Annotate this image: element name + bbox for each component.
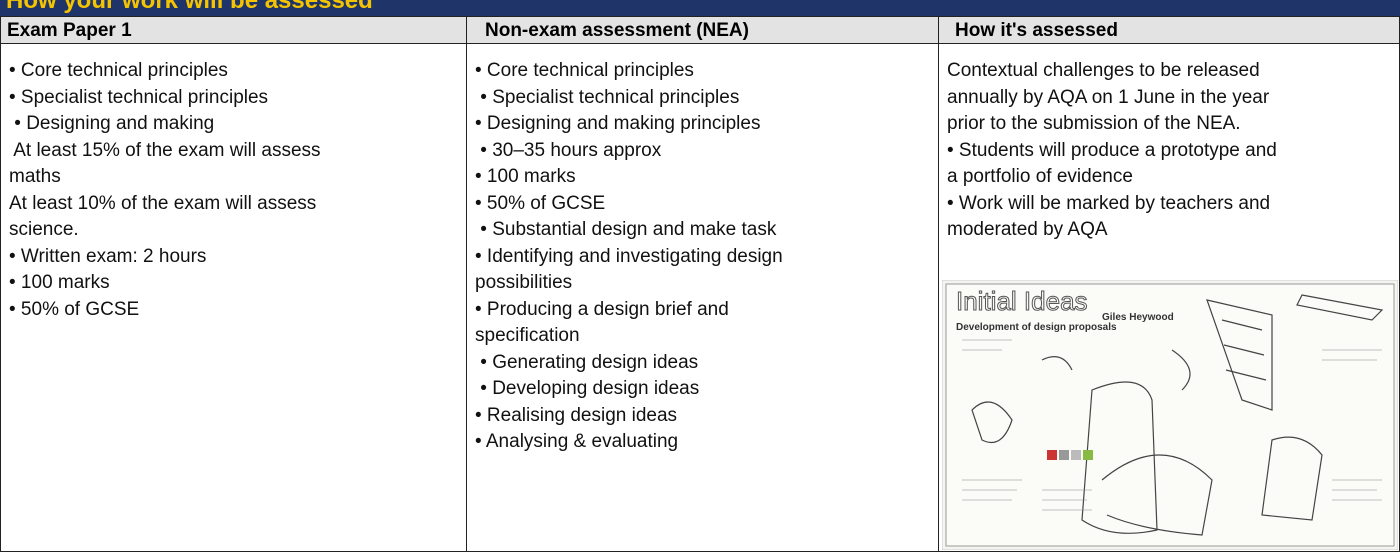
cell-line: • Core technical principles: [475, 60, 694, 81]
cell-line: moderated by AQA: [947, 219, 1108, 240]
banner: How your work will be assessed: [0, 0, 1400, 16]
cell-line: • Work will be marked by teachers and: [947, 192, 1271, 214]
cell-line: • 50% of GCSE: [475, 192, 606, 214]
cell-line: • Designing and making principles: [475, 113, 761, 134]
table-cell: Contextual challenges to be released annu…: [938, 44, 1400, 552]
cell-line: • Producing a design brief and: [475, 298, 729, 320]
cell-line: At least 10% of the exam will assess: [9, 192, 317, 214]
cell-line: • Realising design ideas: [475, 404, 678, 426]
cell-line: specification: [475, 325, 580, 346]
cell-line: • Written exam: 2 hours: [9, 245, 207, 267]
cell-line: prior to the submission of the NEA.: [947, 113, 1241, 134]
sketch-title: Initial Ideas: [956, 286, 1088, 316]
table-cell: • Core technical principles • Specialist…: [466, 44, 939, 552]
cell-line: • 100 marks: [475, 166, 576, 187]
table-cell: • Core technical principles • Specialist …: [0, 44, 467, 552]
cell-line: • Developing design ideas: [475, 378, 700, 399]
column-header: Non-exam assessment (NEA): [466, 16, 939, 44]
design-sketch-image: Initial Ideas Development of design prop…: [942, 280, 1398, 550]
cell-line: • Students will produce a prototype and: [947, 139, 1277, 161]
cell-line: • Designing and making: [9, 113, 215, 134]
cell-line: • Specialist technical principles: [9, 86, 269, 108]
cell-line: • 50% of GCSE: [9, 298, 140, 320]
cell-line: maths: [9, 166, 61, 187]
cell-line: At least 15% of the exam will assess: [9, 139, 321, 161]
sketch-subtitle: Development of design proposals: [956, 322, 1117, 333]
sketch-author: Giles Heywood: [1102, 312, 1174, 323]
cell-line: • 100 marks: [9, 272, 110, 293]
cell-line: possibilities: [475, 272, 573, 293]
cell-line: • Substantial design and make task: [475, 219, 777, 240]
column-header: How it's assessed: [938, 16, 1400, 44]
cell-line: • 30–35 hours approx: [475, 139, 662, 161]
column-header: Exam Paper 1: [0, 16, 467, 44]
cell-line: • Specialist technical principles: [475, 86, 740, 108]
cell-line: science.: [9, 219, 79, 240]
banner-title: How your work will be assessed: [6, 0, 373, 14]
cell-line: Contextual challenges to be released: [947, 60, 1260, 81]
cell-line: a portfolio of evidence: [947, 166, 1133, 187]
cell-line: • Generating design ideas: [475, 351, 699, 373]
cell-line: annually by AQA on 1 June in the year: [947, 86, 1270, 108]
cell-line: • Analysing & evaluating: [475, 431, 679, 452]
cell-line: • Identifying and investigating design: [475, 245, 783, 267]
cell-line: • Core technical principles: [9, 60, 228, 81]
